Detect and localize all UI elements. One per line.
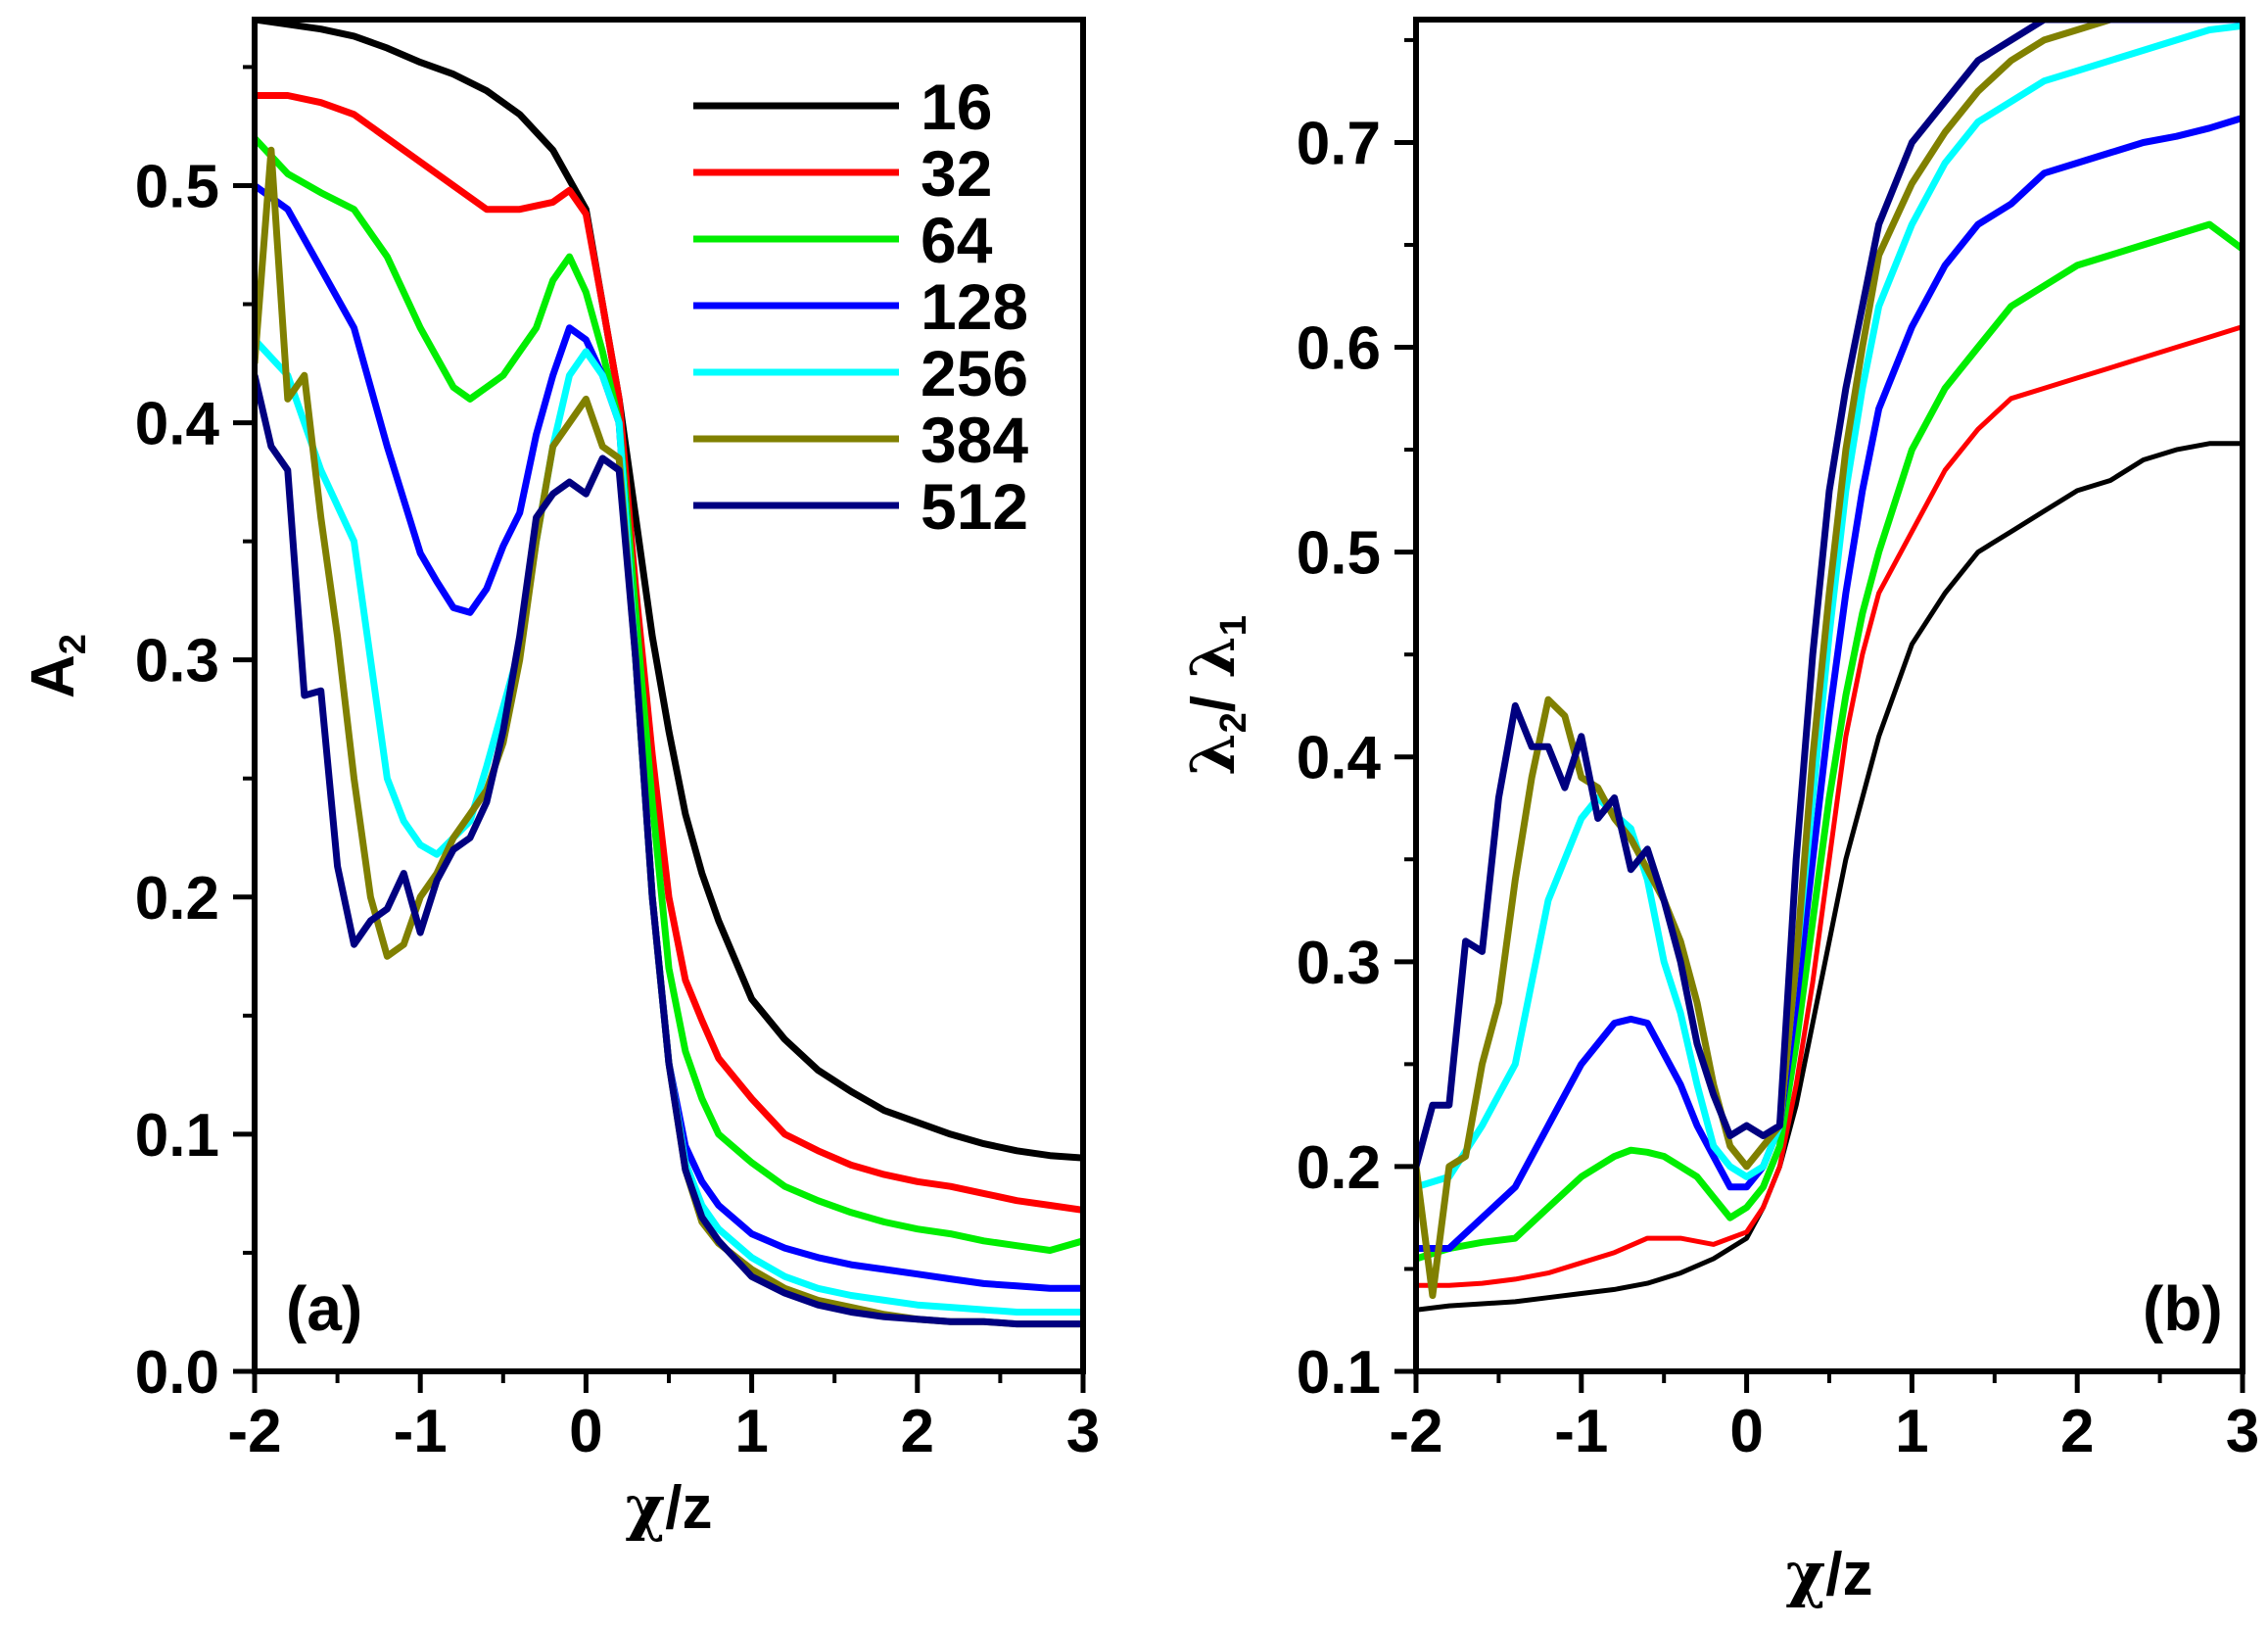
panel-b-y-tick-label: 0.3 <box>1297 930 1381 997</box>
legend-label-512: 512 <box>921 470 1028 543</box>
panel-b-series-64 <box>1416 220 2243 1263</box>
panel-a-label: (a) <box>286 1273 362 1344</box>
panel-b-y-tick-label: 0.7 <box>1297 110 1381 177</box>
panel-b-series-32 <box>1416 324 2243 1288</box>
panel-b-y-tick-label: 0.6 <box>1297 315 1381 383</box>
panel-b-y-tick-label: 0.5 <box>1297 520 1381 588</box>
panel-a-x-tick-label: 0 <box>569 1398 602 1465</box>
panel-b-series-16 <box>1416 441 2243 1313</box>
legend-label-32: 32 <box>921 137 992 210</box>
panel-a-x-tick-label: -2 <box>227 1398 281 1465</box>
panel-b-y-tick-label: 0.1 <box>1297 1339 1381 1407</box>
panel-b-series-128 <box>1416 115 2243 1252</box>
panel-a-y-tick-label: 0.2 <box>135 865 219 933</box>
panel-a-series-32 <box>255 92 1083 1214</box>
panel-a-y-tick-label: 0.4 <box>135 391 220 458</box>
panel-b-x-tick-label: 1 <box>1895 1398 1928 1465</box>
panel-a-series-384 <box>255 146 1083 1328</box>
panel-a-x-tick-label: 1 <box>734 1398 768 1465</box>
panel-a-y-tick-label: 0.3 <box>135 628 219 695</box>
panel-b-x-tick-label: 3 <box>2226 1398 2259 1465</box>
panel-a-series-lines <box>255 20 1083 1328</box>
panel-a-series-256 <box>255 337 1083 1316</box>
panel-a-series-16 <box>255 20 1083 1162</box>
panel-a-x-axis-label: χ/z <box>625 1471 712 1543</box>
panel-a-x-tick-label: -1 <box>394 1398 448 1465</box>
panel-b-x-tick-label: 2 <box>2060 1398 2094 1465</box>
panel-a-y-tick-label: 0.0 <box>135 1339 219 1407</box>
panel-a-y-tick-label: 0.5 <box>135 153 219 220</box>
panel-b-x-tick-label: -2 <box>1389 1398 1442 1465</box>
panel-a-ticks: -2 -1 0 1 2 3 0.0 0.1 0.2 0.3 0.4 0.5 <box>135 65 1100 1465</box>
panel-a-x-tick-label: 3 <box>1066 1398 1100 1465</box>
legend-label-256: 256 <box>921 337 1028 409</box>
panel-a: -2 -1 0 1 2 3 0.0 0.1 0.2 0.3 0.4 0.5 1632641282563… <box>20 17 1100 1543</box>
panel-a-series-512 <box>255 374 1083 1328</box>
panel-b-ticks: -2 -1 0 1 2 3 0.1 0.2 0.3 0.4 0.5 0.6 0.7 <box>1297 37 2259 1465</box>
panel-b-y-tick-label: 0.4 <box>1297 725 1382 792</box>
panel-b-label: (b) <box>2143 1273 2223 1344</box>
panel-b-y-tick-label: 0.2 <box>1297 1134 1381 1202</box>
legend-label-384: 384 <box>921 404 1028 476</box>
legend-label-16: 16 <box>921 71 992 143</box>
panel-a-x-tick-label: 2 <box>901 1398 934 1465</box>
panel-a-y-tick-label: 0.1 <box>135 1102 219 1170</box>
panel-b-series-384 <box>1416 20 2243 1300</box>
legend-label-128: 128 <box>921 270 1028 343</box>
panel-b-x-axis-label: χ/z <box>1785 1538 1872 1609</box>
panel-b-x-tick-label: 0 <box>1729 1398 1763 1465</box>
panel-b-y-axis-label: λ2/ λ1 <box>1177 615 1254 776</box>
panel-b-series-512 <box>1416 20 2243 1168</box>
panel-a-y-axis-label: A2 <box>20 634 94 698</box>
legend-label-64: 64 <box>921 204 993 276</box>
panel-b-x-tick-label: -1 <box>1554 1398 1608 1465</box>
panel-b-series-lines <box>1416 20 2243 1313</box>
panel-b: -2 -1 0 1 2 3 0.1 0.2 0.3 0.4 0.5 0.6 0.7 (b) χ/z λ2… <box>1177 17 2259 1609</box>
